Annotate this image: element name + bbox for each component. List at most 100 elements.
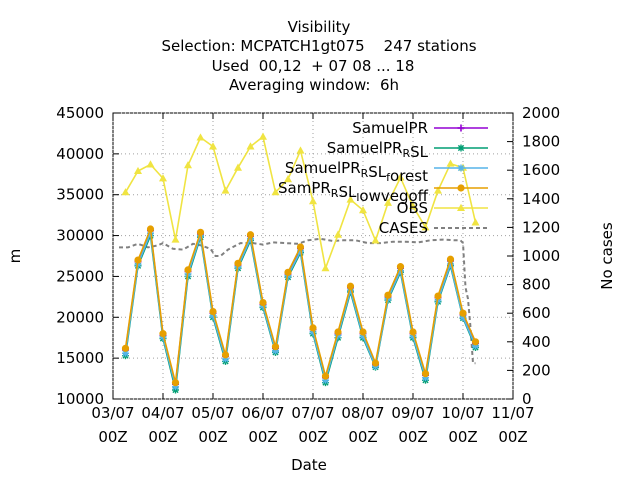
y-tick-label: 10000 — [56, 390, 104, 408]
data-point — [246, 231, 255, 239]
data-point — [221, 351, 230, 359]
title-line-4: Averaging window: 6h — [229, 76, 399, 94]
title-line-1: Visibility — [288, 18, 351, 36]
legend-label-part: SL — [338, 183, 357, 201]
data-point — [171, 235, 180, 243]
x-tick-label-hour: 00Z — [498, 428, 527, 446]
x-axis-label: Date — [291, 456, 327, 474]
y2-tick-label: 1600 — [522, 161, 560, 179]
y-tick-label: 35000 — [56, 186, 104, 204]
x-tick-label-hour: 00Z — [448, 428, 477, 446]
y2-tick-label: 600 — [522, 304, 551, 322]
data-point — [446, 159, 455, 167]
data-point — [271, 188, 280, 196]
data-point — [296, 243, 305, 251]
series-layer — [119, 132, 480, 394]
data-point — [134, 256, 142, 264]
title-line-2: Selection: MCPATCH1gt075 247 stations — [161, 37, 476, 55]
y2-tick-label: 1400 — [522, 190, 560, 208]
data-point — [271, 343, 280, 351]
data-point — [334, 230, 342, 238]
data-point — [284, 174, 292, 183]
data-point — [234, 163, 242, 171]
x-tick-label-date: 07/07 — [291, 404, 334, 422]
x-tick-label-hour: 00Z — [198, 428, 227, 446]
y2-tick-label: 400 — [522, 333, 551, 351]
data-point — [259, 132, 267, 140]
data-point — [471, 338, 480, 346]
data-point — [459, 309, 467, 317]
data-point — [334, 328, 342, 336]
legend-label-subscript: R — [361, 167, 369, 180]
x-tick-label-date: 08/07 — [341, 404, 384, 422]
y2-tick-label: 200 — [522, 361, 551, 379]
legend-label-part: SL — [368, 163, 387, 181]
x-tick-label-date: 03/07 — [91, 404, 134, 422]
x-tick-label-date: 05/07 — [191, 404, 234, 422]
legend-label-part: SL — [410, 143, 429, 161]
legend-label: SamuelPRRSL — [327, 139, 429, 161]
data-point — [159, 330, 167, 338]
x-tick-label-hour: 00Z — [298, 428, 327, 446]
data-point — [159, 174, 167, 182]
legend-label: CASES — [379, 219, 428, 237]
series-line-cases — [119, 237, 476, 365]
chart-title: Visibility Selection: MCPATCH1gt075 247 … — [161, 18, 476, 94]
data-point — [146, 225, 155, 233]
y2-tick-label: 2000 — [522, 104, 560, 122]
legend-label-subscript: R — [402, 147, 410, 160]
data-point — [234, 259, 242, 267]
y2-tick-label: 1200 — [522, 218, 560, 236]
data-point — [121, 188, 130, 196]
y2-axis-label: No cases — [598, 222, 616, 290]
data-point — [421, 223, 430, 231]
data-point — [196, 133, 205, 141]
x-tick-label-date: 06/07 — [241, 404, 284, 422]
data-point — [121, 344, 130, 352]
title-line-3: Used 00,12 + 07 08 ... 18 — [212, 57, 415, 75]
legend-marker — [457, 144, 465, 152]
y2-tick-label: 0 — [522, 390, 532, 408]
data-point — [384, 291, 392, 299]
data-point — [184, 266, 192, 274]
series-2 — [122, 229, 479, 391]
x-tick-label-hour: 00Z — [148, 428, 177, 446]
legend-label-part: SamPR — [278, 179, 331, 197]
data-point — [421, 370, 430, 378]
y-tick-label: 30000 — [56, 227, 104, 245]
data-point — [359, 206, 367, 214]
x-axis: 03/07 00Z 04/07 00Z 05/07 00Z 06/07 00Z 07/07 00Z… — [91, 113, 535, 446]
legend-marker — [457, 203, 465, 211]
y-tick-label: 40000 — [56, 145, 104, 163]
plot-area — [112, 112, 514, 400]
y-axis: 10000 15000 20000 25000 30000 35000 40000 45000 — [56, 104, 119, 408]
legend-label-part: SamuelPR — [327, 139, 403, 157]
y-tick-label: 25000 — [56, 267, 104, 285]
data-point — [296, 146, 305, 154]
legend-label: OBS — [397, 199, 428, 217]
legend-marker — [457, 124, 465, 132]
legend-label-part: CASES — [379, 219, 428, 237]
legend-label-part: owvegoff — [359, 187, 428, 205]
legend: SamuelPRSamuelPRRSLSamuelPRRSLforestSamP… — [278, 119, 488, 237]
data-point — [359, 328, 367, 336]
data-point — [221, 186, 230, 194]
y-tick-label: 45000 — [56, 104, 104, 122]
data-point — [471, 218, 480, 226]
marker-d2 — [457, 144, 465, 152]
y2-tick-label: 1800 — [522, 133, 560, 151]
data-point — [196, 228, 205, 236]
x-tick-label-hour: 00Z — [398, 428, 427, 446]
data-point — [171, 379, 180, 387]
legend-marker — [457, 184, 465, 192]
y-tick-label: 20000 — [56, 308, 104, 326]
legend-label-part: orest — [390, 167, 428, 185]
data-point — [259, 298, 267, 307]
x-tick-label-hour: 00Z — [98, 428, 127, 446]
data-point — [409, 328, 417, 336]
marker-d2 — [457, 164, 465, 172]
y2-axis: 0 200 400 600 800 1000 1200 1400 1600 1800 2000 — [507, 104, 560, 408]
legend-label: SamuelPRRSLforest — [285, 159, 428, 185]
data-point — [134, 166, 142, 175]
